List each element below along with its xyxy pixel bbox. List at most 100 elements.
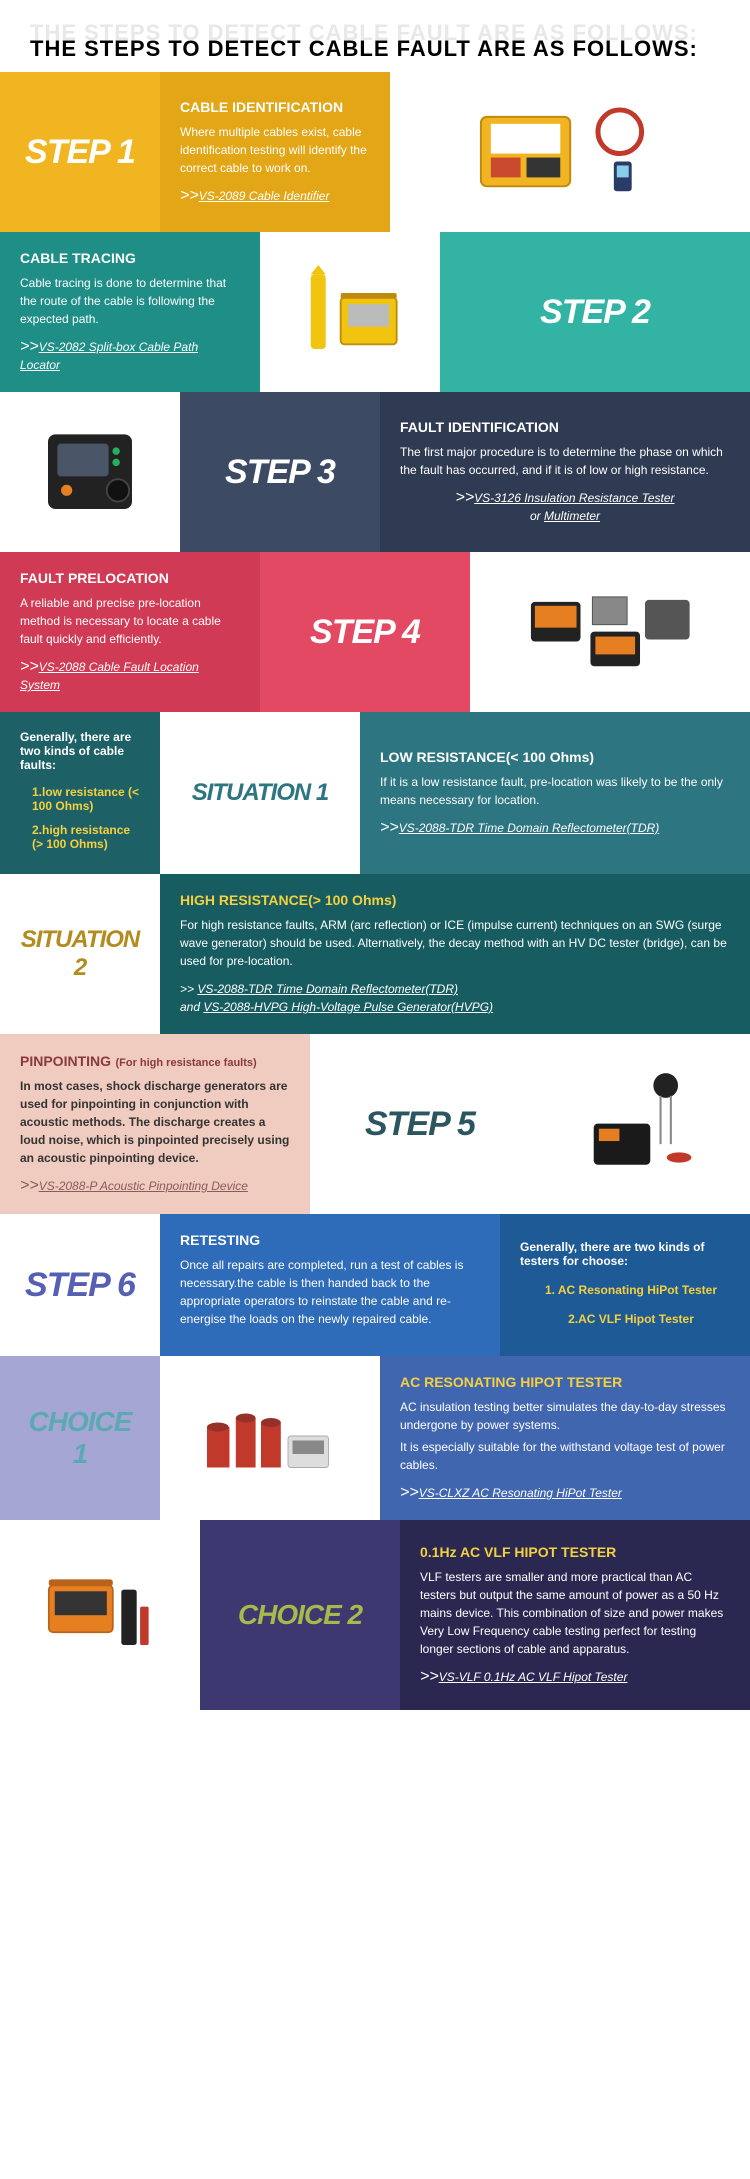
- step-5-heading-suffix: (For high resistance faults): [115, 1057, 256, 1069]
- vlf-tester-icon: [36, 1564, 164, 1666]
- step-3-body: The first major procedure is to determin…: [400, 443, 730, 479]
- situations-intro-item1: 1.low resistance (< 100 Ohms): [32, 785, 140, 813]
- step-4-row: FAULT PRELOCATION A reliable and precise…: [0, 552, 750, 712]
- step-1-label: STEP 1: [25, 133, 135, 172]
- situation-1-link-prefix: >>: [380, 819, 399, 836]
- situation-1-row: Generally, there are two kinds of cable …: [0, 712, 750, 874]
- step-1-text-cell: CABLE IDENTIFICATION Where multiple cabl…: [160, 72, 390, 232]
- step-2-link-prefix: >>: [20, 338, 39, 355]
- choice-1-link-row: >>VS-CLXZ AC Resonating HiPot Tester: [400, 1484, 730, 1502]
- step-5-link-prefix: >>: [20, 1177, 39, 1194]
- step-3-label: STEP 3: [225, 453, 335, 492]
- step-5-body: In most cases, shock discharge generator…: [20, 1077, 290, 1167]
- step-3-link[interactable]: VS-3126 Insulation Resistance Tester: [474, 491, 674, 505]
- cable-locator-icon: [294, 265, 406, 358]
- choice-1-product: [160, 1356, 380, 1516]
- step-1-body: Where multiple cables exist, cable ident…: [180, 123, 370, 177]
- step-3-link2[interactable]: Multimeter: [544, 509, 600, 523]
- situations-intro-item2: 2.high resistance (> 100 Ohms): [32, 823, 140, 851]
- step-5-link-row: >>VS-2088-P Acoustic Pinpointing Device: [20, 1177, 290, 1195]
- choice-1-row: CHOICE 1 AC RESONATING HIPOT TESTER AC i…: [0, 1356, 750, 1520]
- situation-2-link2-prefix: and: [180, 1000, 203, 1014]
- step-5-label-cell: STEP 5: [310, 1034, 530, 1214]
- choice-2-body: VLF testers are smaller and more practic…: [420, 1568, 730, 1658]
- step-4-link[interactable]: VS-2088 Cable Fault Location System: [20, 660, 199, 692]
- step-4-link-row: >>VS-2088 Cable Fault Location System: [20, 658, 240, 694]
- step-3-link-prefix: >>: [455, 489, 474, 506]
- step-1-link-row: >>VS-2089 Cable Identifier: [180, 187, 370, 205]
- choice-2-link[interactable]: VS-VLF 0.1Hz AC VLF Hipot Tester: [439, 1670, 628, 1684]
- testers-intro-item1: 1. AC Resonating HiPot Tester: [532, 1283, 730, 1297]
- choice-2-label: CHOICE 2: [238, 1599, 362, 1631]
- situation-1-label-cell: SITUATION 1: [160, 712, 360, 874]
- choice-1-label: CHOICE 1: [20, 1406, 140, 1470]
- page-header: THE STEPS TO DETECT CABLE FAULT ARE AS F…: [0, 0, 750, 72]
- step-6-label: STEP 6: [25, 1266, 135, 1305]
- situation-2-link2[interactable]: VS-2088-HVPG High-Voltage Pulse Generato…: [203, 1000, 493, 1014]
- step-5-label: STEP 5: [365, 1105, 475, 1144]
- step-1-product: [390, 72, 750, 232]
- step-3-heading: FAULT IDENTIFICATION: [400, 419, 730, 435]
- step-1-link[interactable]: VS-2089 Cable Identifier: [199, 189, 330, 203]
- step-5-product: [530, 1034, 750, 1214]
- step-1-link-prefix: >>: [180, 187, 199, 204]
- choice-1-heading: AC RESONATING HIPOT TESTER: [400, 1374, 730, 1390]
- step-5-link[interactable]: VS-2088-P Acoustic Pinpointing Device: [39, 1179, 248, 1193]
- step-6-row: STEP 6 RETESTING Once all repairs are co…: [0, 1214, 750, 1356]
- step-4-text-cell: FAULT PRELOCATION A reliable and precise…: [0, 552, 260, 712]
- step-2-label-cell: STEP 2: [440, 232, 750, 392]
- step-6-body: Once all repairs are completed, run a te…: [180, 1256, 480, 1328]
- choice-1-link-prefix: >>: [400, 1484, 419, 1501]
- step-4-label: STEP 4: [310, 613, 420, 652]
- step-5-row: PINPOINTING (For high resistance faults)…: [0, 1034, 750, 1214]
- testers-intro-item2: 2.AC VLF Hipot Tester: [532, 1312, 730, 1326]
- step-1-heading: CABLE IDENTIFICATION: [180, 99, 370, 115]
- step-6-heading: RETESTING: [180, 1232, 480, 1248]
- step-3-link2-prefix: or: [530, 509, 544, 523]
- step-2-label: STEP 2: [540, 293, 650, 332]
- choice-1-body: AC insulation testing better simulates t…: [400, 1398, 730, 1434]
- situations-intro-heading: Generally, there are two kinds of cable …: [20, 730, 140, 772]
- choice-2-text-cell: 0.1Hz AC VLF HIPOT TESTER VLF testers ar…: [400, 1520, 750, 1710]
- step-6-label-cell: STEP 6: [0, 1214, 160, 1356]
- choice-2-heading: 0.1Hz AC VLF HIPOT TESTER: [420, 1544, 730, 1560]
- choice-1-text-cell: AC RESONATING HIPOT TESTER AC insulation…: [380, 1356, 750, 1520]
- step-1-label-cell: STEP 1: [0, 72, 160, 232]
- choice-2-label-cell: CHOICE 2: [200, 1520, 400, 1710]
- situation-1-body: If it is a low resistance fault, pre-loc…: [380, 773, 730, 809]
- situation-1-label: SITUATION 1: [192, 779, 329, 807]
- cable-identifier-icon: [471, 102, 669, 201]
- situation-2-text-cell: HIGH RESISTANCE(> 100 Ohms) For high res…: [160, 874, 750, 1034]
- step-4-body: A reliable and precise pre-location meth…: [20, 594, 240, 648]
- step-5-heading: PINPOINTING: [20, 1053, 111, 1069]
- situation-1-link-row: >>VS-2088-TDR Time Domain Reflectometer(…: [380, 819, 730, 837]
- situation-2-heading: HIGH RESISTANCE(> 100 Ohms): [180, 892, 730, 908]
- situation-2-link-row: >> VS-2088-TDR Time Domain Reflectometer…: [180, 980, 730, 1016]
- step-4-product: [470, 552, 750, 712]
- step-2-link[interactable]: VS-2082 Split-box Cable Path Locator: [20, 340, 198, 372]
- situation-2-label: SITUATION 2: [20, 926, 140, 982]
- situation-2-link[interactable]: VS-2088-TDR Time Domain Reflectometer(TD…: [197, 982, 458, 996]
- step-3-label-cell: STEP 3: [180, 392, 380, 552]
- situation-2-body: For high resistance faults, ARM (arc ref…: [180, 916, 730, 970]
- step-4-link-prefix: >>: [20, 658, 39, 675]
- choice-2-link-prefix: >>: [420, 1668, 439, 1685]
- choice-1-link[interactable]: VS-CLXZ AC Resonating HiPot Tester: [419, 1486, 622, 1500]
- step-2-link-row: >>VS-2082 Split-box Cable Path Locator: [20, 338, 240, 374]
- step-5-heading-row: PINPOINTING (For high resistance faults): [20, 1053, 290, 1071]
- step-3-text-cell: FAULT IDENTIFICATION The first major pro…: [380, 392, 750, 552]
- situation-2-link-prefix: >>: [180, 982, 197, 996]
- choice-2-row: CHOICE 2 0.1Hz AC VLF HIPOT TESTER VLF t…: [0, 1520, 750, 1710]
- step-2-heading: CABLE TRACING: [20, 250, 240, 266]
- header-main-text: THE STEPS TO DETECT CABLE FAULT ARE AS F…: [30, 36, 720, 62]
- choice-2-product: [0, 1520, 200, 1710]
- testers-intro-heading: Generally, there are two kinds of tester…: [520, 1240, 730, 1268]
- choice-2-link-row: >>VS-VLF 0.1Hz AC VLF Hipot Tester: [420, 1668, 730, 1686]
- situation-1-text-cell: LOW RESISTANCE(< 100 Ohms) If it is a lo…: [360, 712, 750, 874]
- resonating-tester-icon: [198, 1391, 342, 1481]
- step-4-label-cell: STEP 4: [260, 552, 470, 712]
- testers-intro-cell: Generally, there are two kinds of tester…: [500, 1214, 750, 1356]
- step-2-row: CABLE TRACING Cable tracing is done to d…: [0, 232, 750, 392]
- situations-intro-cell: Generally, there are two kinds of cable …: [0, 712, 160, 874]
- situation-1-link[interactable]: VS-2088-TDR Time Domain Reflectometer(TD…: [399, 821, 660, 835]
